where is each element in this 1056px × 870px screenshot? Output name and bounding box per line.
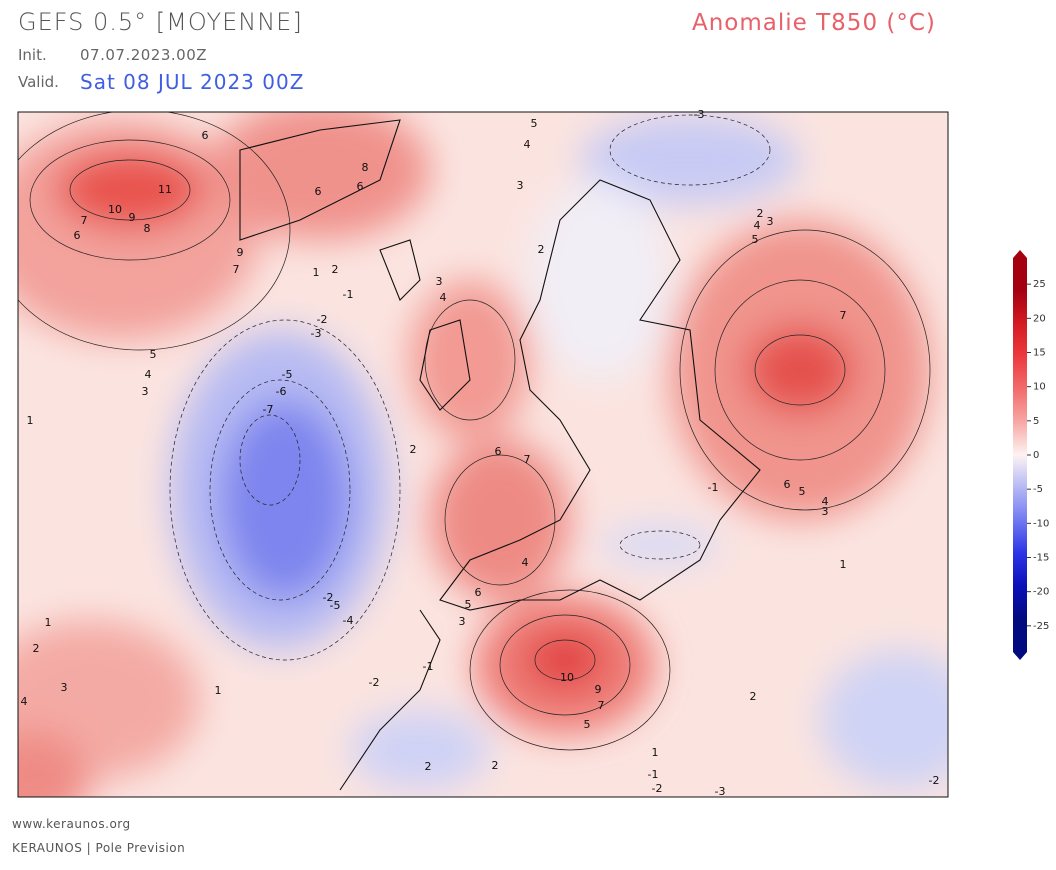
- colorbar-tick-label: -15: [1033, 553, 1049, 564]
- contour-label: -1: [343, 288, 354, 301]
- colorbar-tick-label: 15: [1033, 348, 1046, 359]
- contour-label: 2: [425, 760, 432, 773]
- colorbar-tick-label: 5: [1033, 416, 1039, 427]
- contour-label: 7: [81, 214, 88, 227]
- contour-label: -5: [282, 368, 293, 381]
- colorbar: 25 20 15 10 5 0 -5 -10 -15 -20 -25: [1013, 250, 1049, 660]
- contour-label: 10: [560, 671, 574, 684]
- contour-label: 4: [440, 291, 447, 304]
- contour-label: -4: [343, 614, 354, 627]
- contour-label: 5: [752, 233, 759, 246]
- init-date: 07.07.2023.00Z: [80, 46, 208, 64]
- contour-label: 7: [524, 453, 531, 466]
- contour-label: 8: [144, 222, 151, 235]
- contour-label: 2: [410, 443, 417, 456]
- contour-label: 4: [21, 695, 28, 708]
- contour-label: 3: [436, 275, 443, 288]
- contour-label: 1: [215, 684, 222, 697]
- contour-label: 1: [840, 558, 847, 571]
- contour-label: 3: [61, 681, 68, 694]
- contour-label: 3: [767, 215, 774, 228]
- contour-label: 2: [332, 263, 339, 276]
- colorbar-tick-label: 20: [1033, 313, 1046, 324]
- contour-label: 10: [108, 203, 122, 216]
- contour-label: 7: [840, 309, 847, 322]
- colorbar-tick-label: -20: [1033, 587, 1049, 598]
- footer-credit: KERAUNOS | Pole Prevision: [12, 841, 186, 855]
- contour-label: -2: [369, 676, 380, 689]
- contour-label: 1: [45, 616, 52, 629]
- contour-label: -3: [311, 327, 322, 340]
- contour-label: 6: [475, 586, 482, 599]
- contour-label: -7: [263, 403, 274, 416]
- contour-label: 9: [595, 683, 602, 696]
- contour-label: 9: [237, 246, 244, 259]
- contour-label: 1: [652, 746, 659, 759]
- valid-label: Valid.: [18, 73, 59, 91]
- map-frame: [17, 111, 949, 798]
- contour-label: -5: [330, 599, 341, 612]
- contour-label: 3: [459, 615, 466, 628]
- contour-label: 3: [517, 179, 524, 192]
- contour-label: 6: [315, 185, 322, 198]
- map-field: [18, 112, 948, 797]
- colorbar-tick-label: 0: [1033, 450, 1039, 461]
- contour-label: 9: [129, 211, 136, 224]
- model-title: GEFS 0.5° [MOYENNE]: [18, 8, 303, 36]
- contour-label: 7: [598, 699, 605, 712]
- contour-label: 6: [357, 180, 364, 193]
- contour-label: 8: [362, 161, 369, 174]
- contour-label: 5: [531, 117, 538, 130]
- contour-label: 5: [150, 348, 157, 361]
- contour-label: 6: [202, 129, 209, 142]
- contour-label: -6: [276, 385, 287, 398]
- contour-label: -1: [708, 481, 719, 494]
- contour-label: 4: [145, 368, 152, 381]
- contour-label: 7: [233, 263, 240, 276]
- footer-site: www.keraunos.org: [12, 817, 131, 831]
- contour-label: 1: [27, 414, 34, 427]
- contour-label: 3: [822, 505, 829, 518]
- colorbar-tick-label: -25: [1033, 621, 1049, 632]
- contour-label: 2: [538, 243, 545, 256]
- contour-label: 5: [465, 598, 472, 611]
- contour-label: -1: [423, 660, 434, 673]
- contour-label: 2: [33, 642, 40, 655]
- contour-label: 6: [74, 229, 81, 242]
- contour-label: 1: [313, 266, 320, 279]
- colorbar-body: [1013, 258, 1027, 652]
- contour-label: 5: [584, 718, 591, 731]
- contour-label: 4: [522, 556, 529, 569]
- product-title: Anomalie T850 (°C): [692, 10, 936, 36]
- contour-label: -1: [648, 768, 659, 781]
- contour-label: 4: [822, 495, 829, 508]
- contour-label: -3: [715, 785, 726, 798]
- colorbar-tick-label: -10: [1033, 518, 1049, 529]
- colorbar-tick-label: 25: [1033, 279, 1046, 290]
- colorbar-bottom-arrow: [1013, 652, 1027, 660]
- contour-label: 6: [784, 478, 791, 491]
- colorbar-top-arrow: [1013, 250, 1027, 258]
- contour-label: 4: [524, 138, 531, 151]
- valid-date: Sat 08 JUL 2023 00Z: [80, 70, 305, 94]
- contour-label: 4: [754, 219, 761, 232]
- contour-label: 3: [142, 385, 149, 398]
- contour-label: -2: [317, 313, 328, 326]
- contour-label: -2: [323, 591, 334, 604]
- contour-label: 2: [750, 690, 757, 703]
- contour-label: 5: [799, 485, 806, 498]
- contour-label: 6: [495, 445, 502, 458]
- contour-label: -3: [694, 108, 705, 121]
- contour-label: 2: [757, 207, 764, 220]
- contour-label: -2: [929, 774, 940, 787]
- contour-label: 11: [158, 183, 172, 196]
- contour-label: 2: [492, 759, 499, 772]
- init-label: Init.: [18, 46, 47, 64]
- colorbar-tick-label: 10: [1033, 382, 1046, 393]
- contour-label: -2: [652, 782, 663, 795]
- colorbar-tick-label: -5: [1033, 484, 1043, 495]
